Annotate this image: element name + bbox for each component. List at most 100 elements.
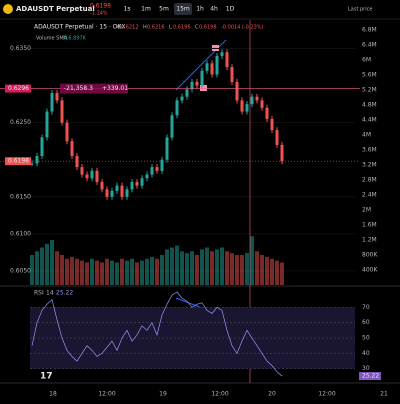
candle	[55, 93, 59, 101]
candle	[180, 96, 184, 101]
volume-bar	[185, 253, 189, 285]
rsi-line	[31, 291, 283, 377]
legend-value: L	[169, 25, 172, 31]
rsi-tick-label: 30	[362, 365, 370, 372]
volume-bar	[70, 256, 74, 285]
y2-tick-label: 4M	[362, 132, 371, 139]
rsi-current: 25.22	[56, 290, 73, 297]
y-tick-label: 0.6350	[10, 45, 31, 52]
change: -1.24%	[90, 11, 108, 17]
candle	[160, 159, 164, 171]
volume-bar	[260, 255, 264, 285]
candle	[85, 174, 89, 179]
rsi-tag-label: 25.22	[362, 373, 379, 380]
y-tick-label: 0.6250	[10, 119, 31, 126]
y2-tick-label: 3.2M	[362, 162, 377, 169]
volume-bar	[30, 255, 34, 285]
volume-bar	[85, 262, 89, 285]
last-price-label: 0.6198	[8, 158, 29, 165]
volume-bar	[145, 258, 149, 285]
candle	[265, 107, 269, 119]
volume-bar	[250, 236, 254, 285]
candle	[95, 170, 99, 182]
candle	[65, 122, 69, 142]
candle	[190, 81, 194, 90]
y2-tick-label: 5.6M	[362, 72, 377, 79]
logo	[3, 4, 13, 14]
volume-bar	[180, 251, 184, 285]
candle	[120, 185, 124, 197]
interval[interactable]: 1s	[124, 6, 131, 13]
interval[interactable]: 1h	[196, 6, 204, 13]
volume-bar	[160, 255, 164, 285]
candle	[100, 181, 104, 190]
volume-bar	[35, 251, 39, 285]
candle	[70, 141, 74, 157]
marker	[200, 85, 207, 91]
candle	[110, 190, 114, 197]
y2-tick-label: 6.4M	[362, 42, 377, 49]
volume-bar	[270, 258, 274, 285]
volume-bar	[80, 260, 84, 285]
delta-box	[60, 83, 128, 94]
volume-bar	[125, 260, 129, 285]
volume-bar	[75, 258, 79, 285]
volume-bar	[170, 247, 174, 285]
x-tick-label: 18	[49, 391, 57, 398]
candle	[170, 115, 174, 138]
legend-value: -0.0014 (-0.23%)	[221, 25, 264, 31]
candle	[75, 156, 79, 168]
candle	[235, 81, 239, 101]
candle	[230, 67, 234, 82]
volume-bar	[120, 258, 124, 285]
legend-value: 0.6198	[199, 25, 217, 31]
volume-bar	[175, 245, 179, 285]
candle	[260, 100, 264, 108]
y2-tick-label: 2.8M	[362, 177, 377, 184]
x-tick-label: 21	[380, 391, 388, 398]
y2-tick-label: 4.8M	[362, 102, 377, 109]
symbol[interactable]: ADAUSDT Perpetual	[16, 5, 95, 13]
price-mode[interactable]: Last price	[348, 7, 372, 13]
volume-sma: 316.897K	[62, 36, 87, 42]
volume-bar	[95, 260, 99, 285]
candle	[270, 118, 274, 131]
candle	[125, 189, 129, 197]
interval[interactable]: 1m	[141, 6, 151, 13]
candle	[130, 181, 134, 190]
interval[interactable]: 15m	[176, 6, 190, 13]
legend-value: O	[117, 25, 121, 31]
y2-tick-label: 5.2M	[362, 87, 377, 94]
legend-title: ADAUSDT Perpetual · 15 · OKX	[34, 24, 126, 31]
rsi-tick-label: 70	[362, 304, 370, 311]
volume-bar	[60, 255, 64, 285]
active-interval	[174, 3, 192, 15]
y-tick-label: 0.6150	[10, 193, 31, 200]
rsi-tick-label: 50	[362, 335, 370, 342]
candle	[185, 89, 189, 97]
interval[interactable]: 5m	[159, 6, 169, 13]
y2-tick-label: 800K	[362, 252, 378, 259]
interval[interactable]: 1D	[226, 6, 235, 13]
legend-value: H	[143, 25, 147, 31]
candle	[60, 100, 64, 123]
volume-bar	[50, 240, 54, 285]
volume-bar	[265, 256, 269, 285]
interval[interactable]: 4h	[210, 6, 218, 13]
volume-bar	[210, 251, 214, 285]
volume-bar	[130, 258, 134, 285]
rsi-period: 14	[46, 290, 54, 297]
rsi-label: RSI	[34, 290, 44, 297]
volume-bar	[275, 260, 279, 285]
volume-bar	[140, 260, 144, 285]
price-tag	[5, 84, 31, 93]
candle	[225, 52, 229, 68]
volume-bar	[45, 243, 49, 285]
y2-tick-label: 6M	[362, 57, 371, 64]
volume-bar	[100, 262, 104, 285]
volume-bar	[165, 249, 169, 285]
volume-bar	[105, 258, 109, 285]
candle	[40, 137, 44, 157]
volume-bar	[110, 260, 114, 285]
